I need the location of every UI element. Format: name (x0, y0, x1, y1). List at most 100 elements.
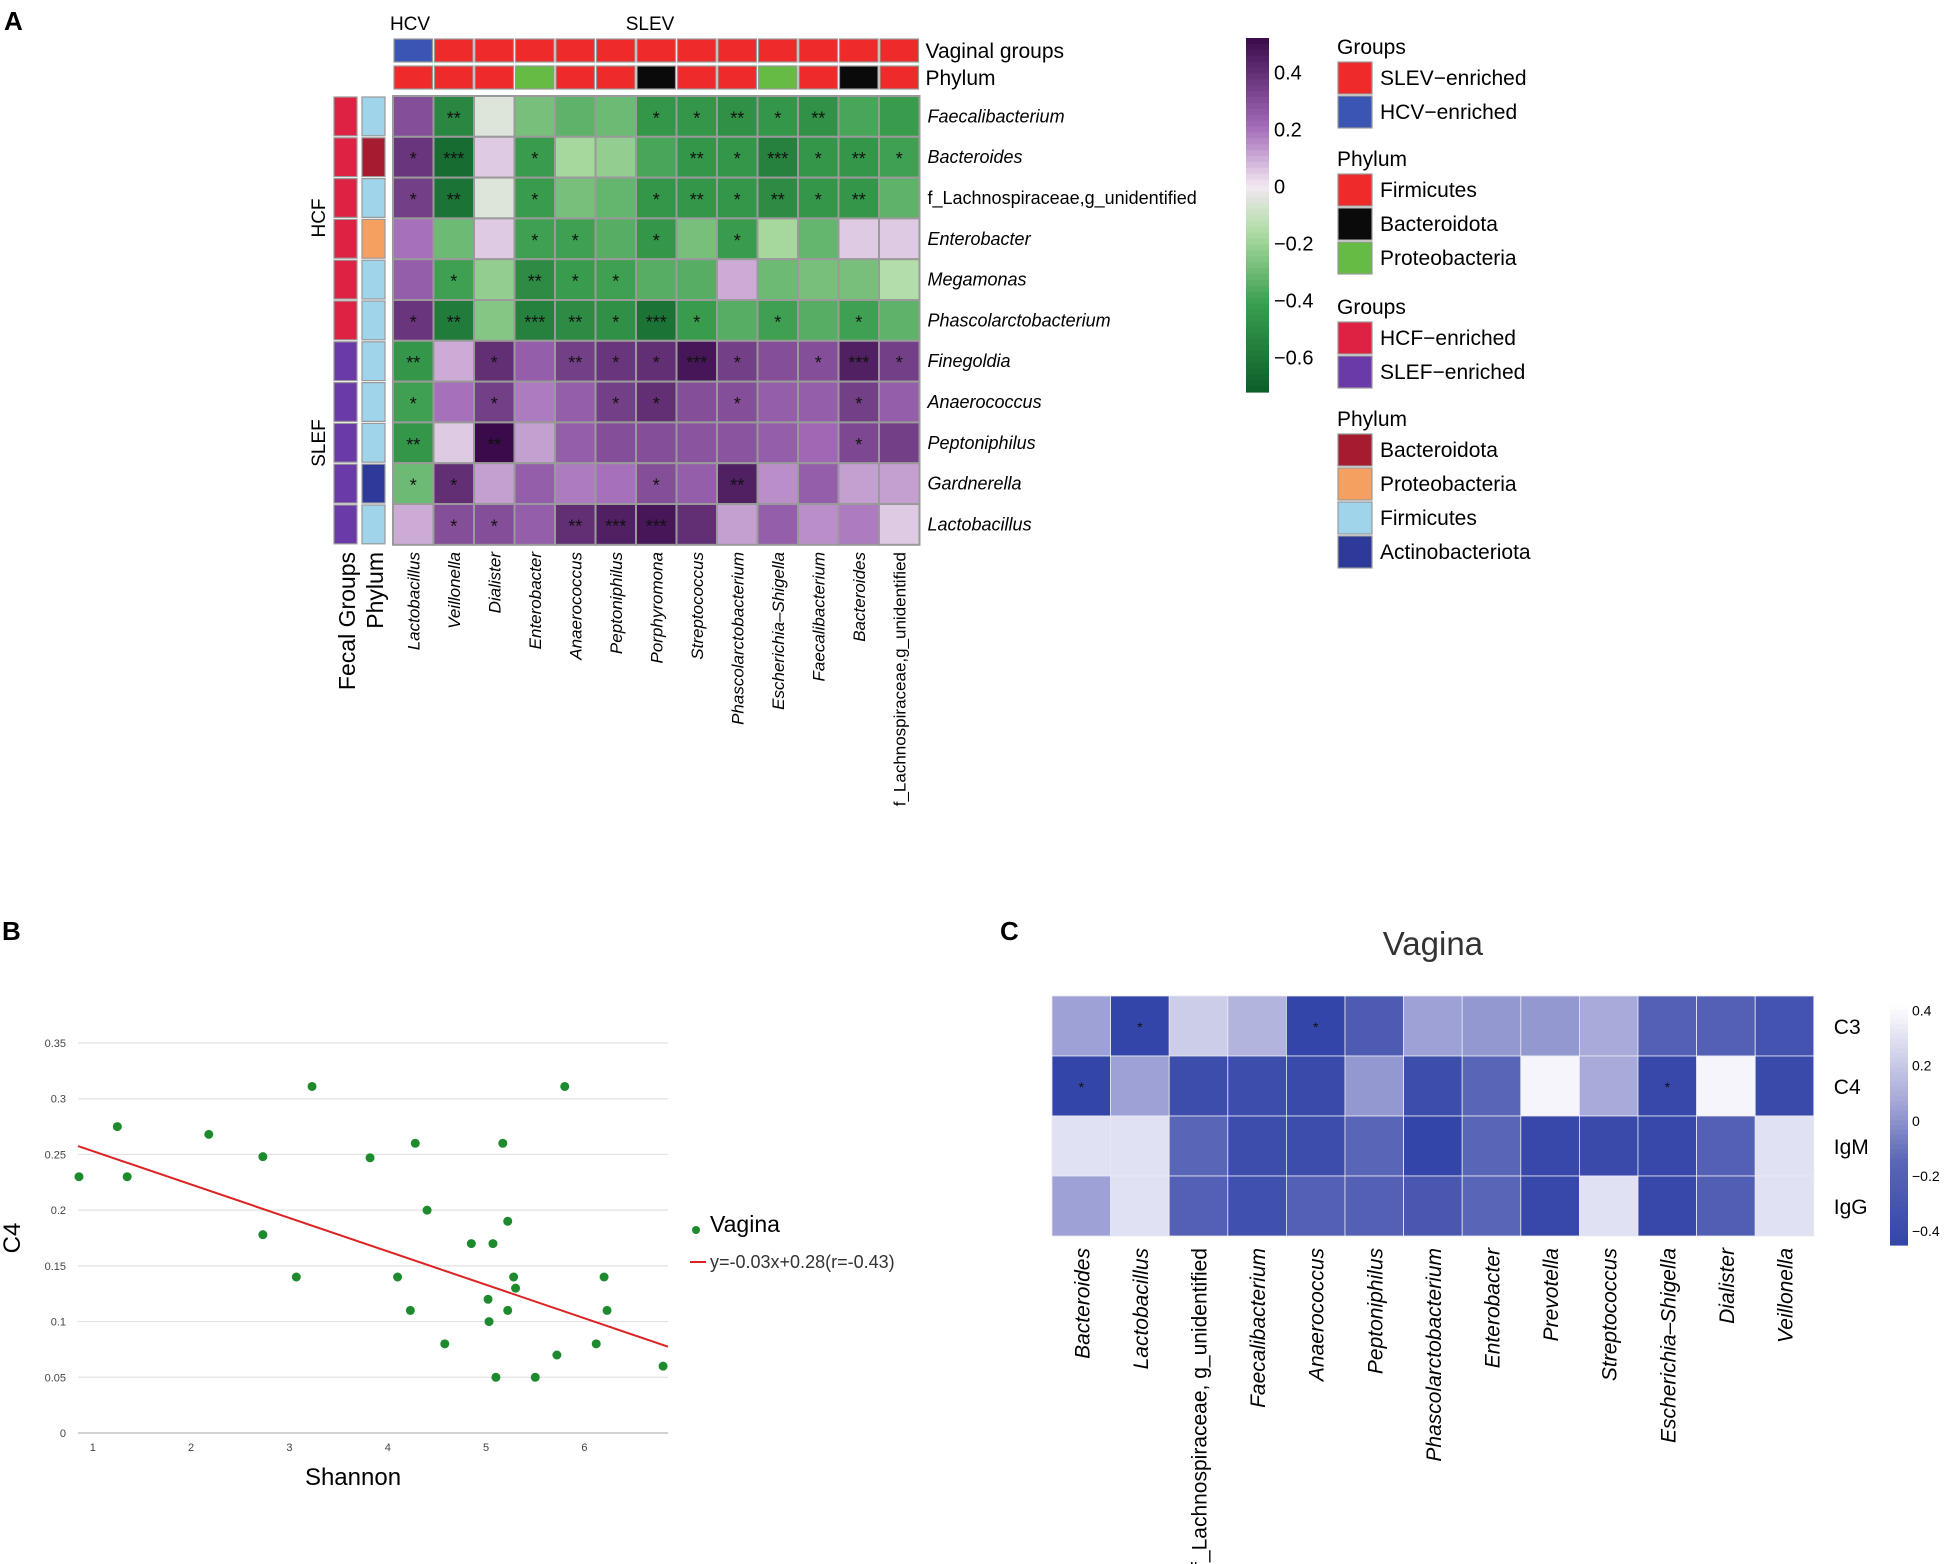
significance-mark: * (815, 190, 822, 210)
heatmap-cell (1637, 1175, 1697, 1237)
data-point (498, 1138, 508, 1148)
colorbar-segment (1890, 1120, 1908, 1126)
fecal-group-cell (333, 382, 358, 423)
heatmap-cell (1110, 1055, 1170, 1117)
significance-mark: * (815, 149, 822, 169)
heatmap-cell (756, 217, 799, 261)
heatmap-cell (473, 135, 516, 179)
fecal-phylum-cell (361, 504, 386, 545)
colorbar-segment (1890, 1221, 1908, 1227)
fecal-group-cell (333, 137, 358, 178)
column-label: f_Lachnospiraceae, g_unidentified (1189, 1248, 1212, 1564)
heatmap-cell (1754, 995, 1815, 1057)
annotation-col-label: Fecal Groups (334, 552, 360, 690)
legend-item-label: Proteobacteria (1380, 473, 1517, 496)
data-point (307, 1081, 317, 1091)
vaginal-phylum-cell (474, 65, 515, 90)
colorbar-segment (1246, 38, 1269, 45)
colorbar-segment (1246, 132, 1269, 139)
data-point (204, 1129, 214, 1139)
legend-title: Groups (1337, 36, 1406, 59)
colorbar-segment (1890, 1182, 1908, 1188)
colorbar-segment (1246, 315, 1269, 322)
x-axis-label: Shannon (305, 1464, 401, 1491)
row-label: Gardnerella (928, 474, 1022, 494)
heatmap-cell (1754, 1175, 1815, 1237)
legend-swatch (1337, 535, 1373, 569)
colorbar-tick-label: 0 (1912, 1113, 1920, 1129)
colorbar-segment (1246, 150, 1269, 157)
fecal-group-cell (333, 504, 358, 545)
heatmap-cell (1051, 995, 1111, 1057)
significance-mark: * (855, 435, 862, 455)
data-point (599, 1272, 609, 1282)
heatmap-cell (1051, 1115, 1111, 1177)
heatmap-cell (1637, 995, 1697, 1057)
colorbar-segment (1890, 1139, 1908, 1145)
data-point (509, 1272, 519, 1282)
heatmap-cell (1286, 1055, 1346, 1117)
heatmap-cell (635, 380, 678, 424)
fecal-group-cell (333, 218, 358, 259)
heatmap-cell (473, 176, 516, 220)
colorbar-segment (1246, 321, 1269, 328)
colorbar-segment (1890, 1163, 1908, 1169)
column-label: Phascolarctobacterium (1423, 1248, 1446, 1462)
heatmap-cell (1051, 1055, 1111, 1117)
significance-mark: ** (730, 108, 744, 128)
colorbar-segment (1246, 91, 1269, 98)
heatmap-cell (432, 258, 475, 302)
colorbar-segment (1246, 238, 1269, 246)
heatmap-cell (1520, 995, 1580, 1057)
significance-mark: ** (568, 312, 582, 332)
column-label: Escherichia–Shigella (1657, 1248, 1680, 1443)
heatmap-cell (513, 462, 556, 506)
heatmap-cell (797, 380, 840, 424)
significance-mark: * (653, 190, 660, 210)
column-label: Faecalibacterium (809, 552, 828, 681)
colorbar-tick-label: −0.2 (1912, 1168, 1940, 1184)
vaginal-phylum-cell (838, 65, 879, 90)
colorbar-segment (1246, 191, 1269, 198)
column-label: Anaerococcus (1306, 1248, 1329, 1384)
colorbar-segment (1890, 1077, 1908, 1083)
colorbar-segment (1890, 1086, 1908, 1092)
colorbar-segment (1246, 262, 1269, 269)
heatmap-cell (513, 503, 556, 546)
row-label: Faecalibacterium (928, 106, 1065, 126)
legend-item-label: Firmicutes (1380, 507, 1477, 530)
heatmap-cell (878, 339, 921, 383)
heatmap-cell (837, 462, 880, 506)
significance-mark: * (612, 394, 619, 414)
heatmap-cell (675, 421, 718, 465)
significance-mark: ** (852, 190, 866, 210)
colorbar-segment (1890, 1192, 1908, 1198)
colorbar-segment (1246, 161, 1269, 169)
heatmap-cell (594, 135, 637, 179)
data-point (112, 1122, 122, 1132)
colorbar-segment (1246, 97, 1269, 104)
colorbar-tick-label: 0.4 (1274, 62, 1302, 84)
colorbar-tick-label: 0 (1274, 176, 1285, 198)
fecal-phylum-cell (361, 259, 386, 300)
heatmap-cell (594, 462, 637, 506)
colorbar-segment (1890, 1009, 1908, 1016)
colorbar-segment (1890, 1230, 1908, 1236)
heatmap-cell (837, 503, 880, 546)
fecal-phylum-cell (361, 341, 386, 382)
heatmap-cell (716, 299, 759, 342)
colorbar-segment (1890, 1005, 1908, 1011)
colorbar-segment (1890, 1029, 1908, 1035)
significance-mark: * (531, 231, 538, 251)
legend-swatch (1337, 355, 1373, 389)
heatmap-cell (756, 462, 799, 506)
heatmap-cell (432, 217, 475, 261)
significance-mark: * (491, 353, 498, 373)
panel-c-letter: C (1000, 916, 1019, 946)
data-point (511, 1283, 521, 1293)
colorbar-segment (1246, 244, 1269, 251)
colorbar-segment (1246, 114, 1269, 122)
heatmap-cell (878, 258, 921, 302)
heatmap-cell (675, 176, 718, 220)
